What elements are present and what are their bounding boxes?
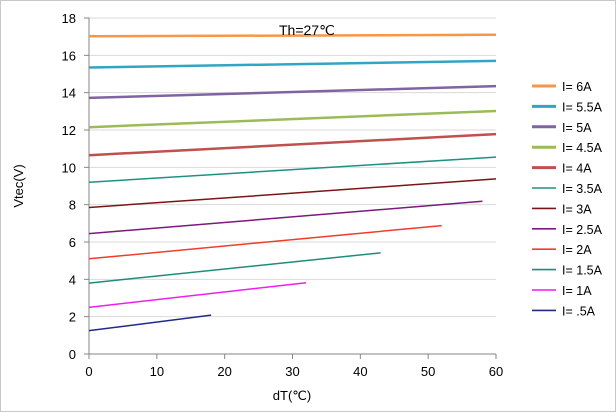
series-line [88, 178, 497, 209]
legend-label: I= 1A [562, 284, 592, 298]
series-line [88, 109, 497, 129]
x-tick-label: 0 [85, 364, 92, 379]
series-line [88, 200, 483, 235]
legend-label: I= 4.5A [562, 141, 603, 155]
y-tick-label: 14 [62, 86, 76, 101]
legend-label: I= 2.5A [562, 223, 603, 237]
series-line [88, 281, 307, 309]
grid-layer [89, 17, 496, 318]
x-tick-label: 30 [285, 364, 299, 379]
x-tick-label: 60 [489, 364, 503, 379]
series-line [88, 59, 497, 69]
x-tick-label: 50 [421, 364, 435, 379]
x-tick-label: 10 [150, 364, 164, 379]
series-line [88, 132, 497, 157]
legend-label: I= 3.5A [562, 182, 603, 196]
legend-label: I= 5.5A [562, 100, 603, 114]
chart-annotation: Th=27℃ [279, 22, 335, 38]
x-tick-label: 20 [217, 364, 231, 379]
y-tick-label: 0 [69, 347, 76, 362]
x-tick-label: 40 [353, 364, 367, 379]
axes-layer: 0 2 4 6 8 10 12 14 16 18 0 10 20 30 40 50 60 [62, 11, 504, 379]
y-tick-label: 2 [69, 310, 76, 325]
y-tick-label: 12 [62, 123, 76, 138]
legend: I= 6A I= 5.5A I= 5A I= 4.5A I= 4A I= 3.5A I= 3… [532, 80, 603, 318]
legend-label: I= 1.5A [562, 264, 603, 278]
series-line [88, 224, 442, 260]
series-line [88, 252, 381, 284]
y-tick-label: 6 [69, 235, 76, 250]
legend-label: I= 4A [562, 162, 592, 176]
y-tick-label: 18 [62, 11, 76, 26]
y-axis-title: Vtec(V) [11, 164, 26, 207]
series-line [88, 314, 212, 332]
series-line [88, 156, 497, 184]
legend-label: I= 6A [562, 80, 592, 94]
series-layer [88, 33, 497, 332]
legend-label: I= 3A [562, 202, 592, 216]
series-line [88, 84, 497, 100]
legend-label: I= 2A [562, 243, 592, 257]
y-tick-label: 4 [69, 272, 76, 287]
series-line [88, 33, 497, 38]
y-tick-label: 10 [62, 160, 76, 175]
y-tick-label: 8 [69, 198, 76, 213]
y-tick-label: 16 [62, 48, 76, 63]
x-axis-title: dT(℃) [273, 388, 311, 403]
legend-label: I= .5A [562, 304, 596, 318]
legend-label: I= 5A [562, 121, 592, 135]
